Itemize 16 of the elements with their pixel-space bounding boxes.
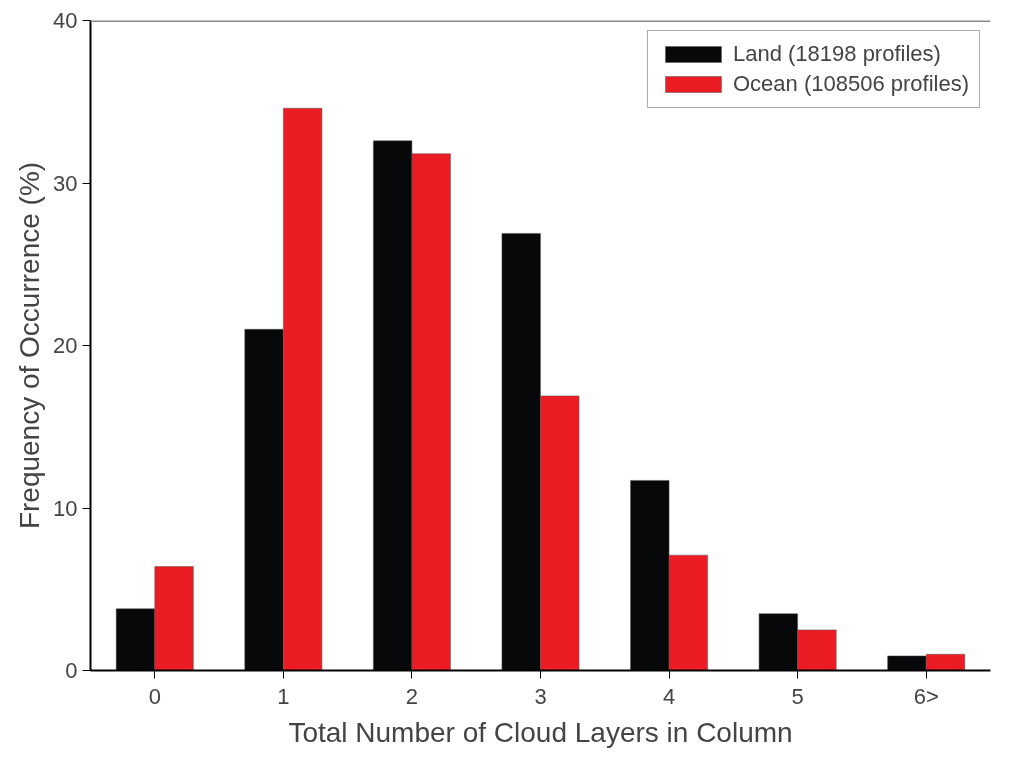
x-axis-title: Total Number of Cloud Layers in Column [288,716,793,748]
x-tick-label: 4 [662,683,676,709]
legend-label: Ocean (108506 profiles) [732,71,969,97]
x-tick-label: 5 [791,683,804,709]
legend-label: Land (18198 profiles) [732,41,941,67]
y-tick-label: 0 [65,658,78,683]
x-tick-label: 6> [913,683,939,709]
y-tick-label: 30 [53,170,78,196]
y-tick-label: 40 [53,8,78,33]
x-tick-label: 0 [148,683,161,709]
x-tick-label: 3 [534,683,547,709]
y-tick-label: 10 [53,495,78,521]
x-tick-label: 2 [405,683,419,709]
y-tick-label: 20 [53,333,78,358]
y-axis-title: Frequency of Occurrence (%) [14,161,46,530]
x-tick-label: 1 [277,683,290,709]
